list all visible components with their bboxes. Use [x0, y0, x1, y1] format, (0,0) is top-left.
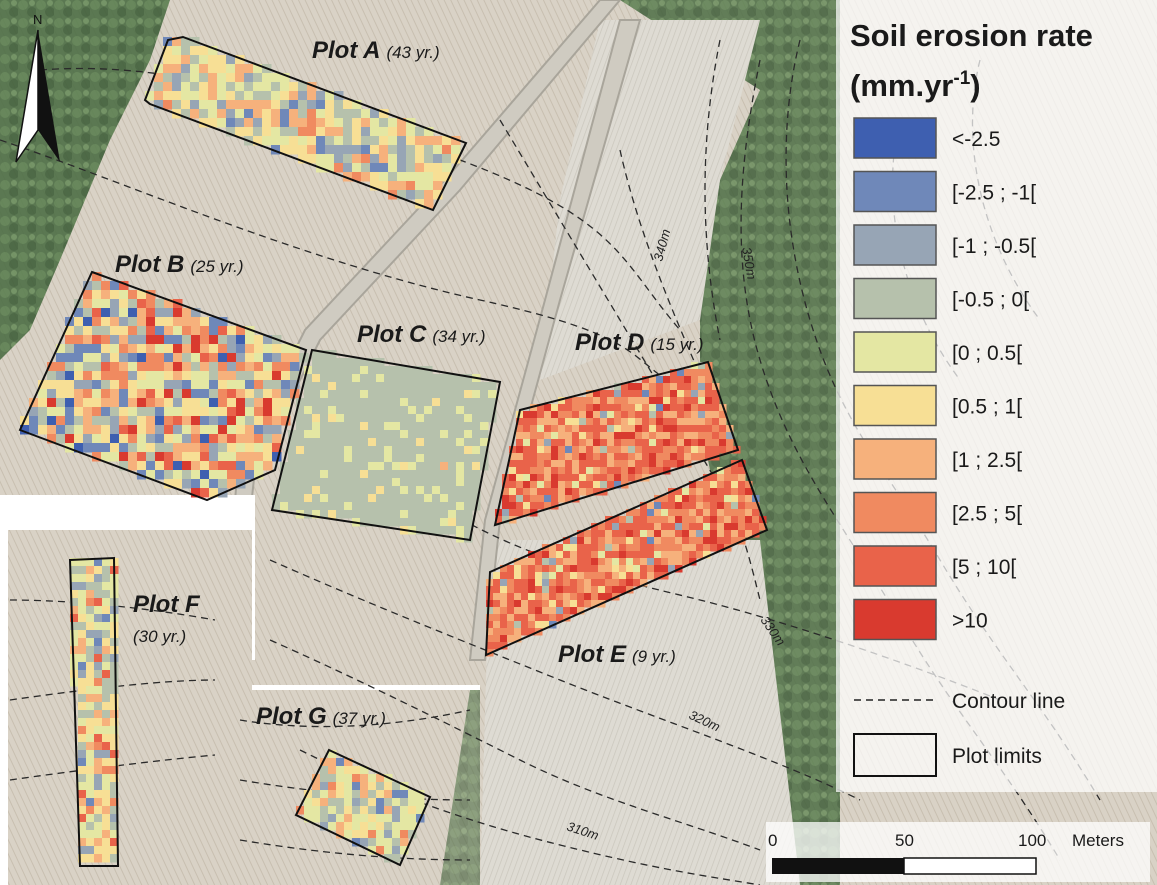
plot-a-label: Plot A (43 yr.) [312, 37, 440, 64]
legend-swatch [853, 598, 937, 641]
legend-class-label: [-1 ; -0.5[ [952, 235, 1036, 258]
plot-e-label: Plot E (9 yr.) [558, 641, 676, 668]
legend-swatch [853, 384, 937, 427]
plot-e-raster [486, 460, 767, 657]
plot-d-outline [493, 360, 740, 527]
legend-swatch [853, 117, 937, 159]
plot-b-label: Plot B (25 yr.) [115, 251, 244, 278]
scale-bar-black [772, 858, 904, 874]
plot-limits-swatch [853, 733, 937, 777]
legend-swatch [853, 277, 937, 320]
legend-swatch [853, 170, 937, 213]
plot-d-label: Plot D (15 yr.) [575, 329, 704, 356]
scale-tick-0: 0 [768, 831, 777, 850]
scale-bar: 0 50 100 Meters [766, 822, 1150, 882]
north-arrow: N [15, 12, 60, 163]
plot-labels: Plot A (43 yr.) Plot B (25 yr.) Plot C (34 … [115, 37, 704, 730]
plot-c-label: Plot C (34 yr.) [357, 321, 486, 348]
plot-d-raster [495, 362, 741, 524]
legend-class-label: [5 ; 10[ [952, 556, 1016, 579]
plot-f-outline [68, 556, 120, 867]
legend-class-label: [0.5 ; 1[ [952, 396, 1022, 419]
scale-bar-white [903, 857, 1037, 875]
plot-g-raster [296, 750, 425, 863]
contour-label-350m: 350m [739, 246, 759, 281]
legend-class-label: [2.5 ; 5[ [952, 503, 1022, 526]
legend-panel: Soil erosion rate (mm.yr-1) <-2.5 [-2.5 ;… [836, 0, 1157, 792]
legend-title-line1: Soil erosion rate [850, 18, 1093, 53]
plot-g-outline [294, 748, 432, 867]
plot-c-outline [270, 348, 502, 542]
legend-class-label: [0 ; 0.5[ [952, 342, 1022, 365]
legend-swatch [853, 438, 937, 480]
plot-b-raster [20, 272, 309, 498]
plot-a-outline [143, 35, 468, 212]
legend-swatch [853, 545, 937, 587]
scale-tick-50: 50 [895, 831, 914, 850]
scale-tick-100: 100 [1018, 831, 1046, 850]
legend-class-label: [-0.5 ; 0[ [952, 289, 1029, 312]
plot-g-label: Plot G (37 yr.) [256, 703, 386, 730]
legend-contour-entry: Contour line [854, 690, 1065, 713]
north-arrow-icon [38, 30, 60, 162]
plot-e-outline [484, 458, 769, 657]
plots-layer [20, 37, 767, 863]
legend-contour-label: Contour line [952, 690, 1065, 713]
legend-classes: <-2.5 [-2.5 ; -1[ [-1 ; -0.5[ [-0.5 ; 0[ [0 … [853, 117, 1036, 641]
plot-a-raster [145, 37, 461, 209]
legend-class-label: [-2.5 ; -1[ [952, 182, 1036, 205]
legend-class-label: <-2.5 [952, 128, 1000, 151]
north-arrow-label: N [33, 12, 42, 27]
legend-title-line2: (mm.yr-1) [850, 68, 981, 103]
legend-plot-limits-label: Plot limits [952, 745, 1042, 768]
legend-class-label: [1 ; 2.5[ [952, 449, 1022, 472]
plot-f-label: Plot F (30 yr.) [133, 591, 201, 646]
scale-unit: Meters [1072, 831, 1124, 850]
plot-c-raster [272, 350, 497, 543]
plot-b-outline [18, 270, 308, 502]
legend-swatch [853, 331, 937, 373]
plot-outlines [18, 35, 769, 867]
legend-class-label: >10 [952, 610, 988, 633]
legend-swatch [853, 224, 937, 266]
legend-plot-limits-entry: Plot limits [853, 733, 1042, 777]
legend-swatch [853, 491, 937, 534]
